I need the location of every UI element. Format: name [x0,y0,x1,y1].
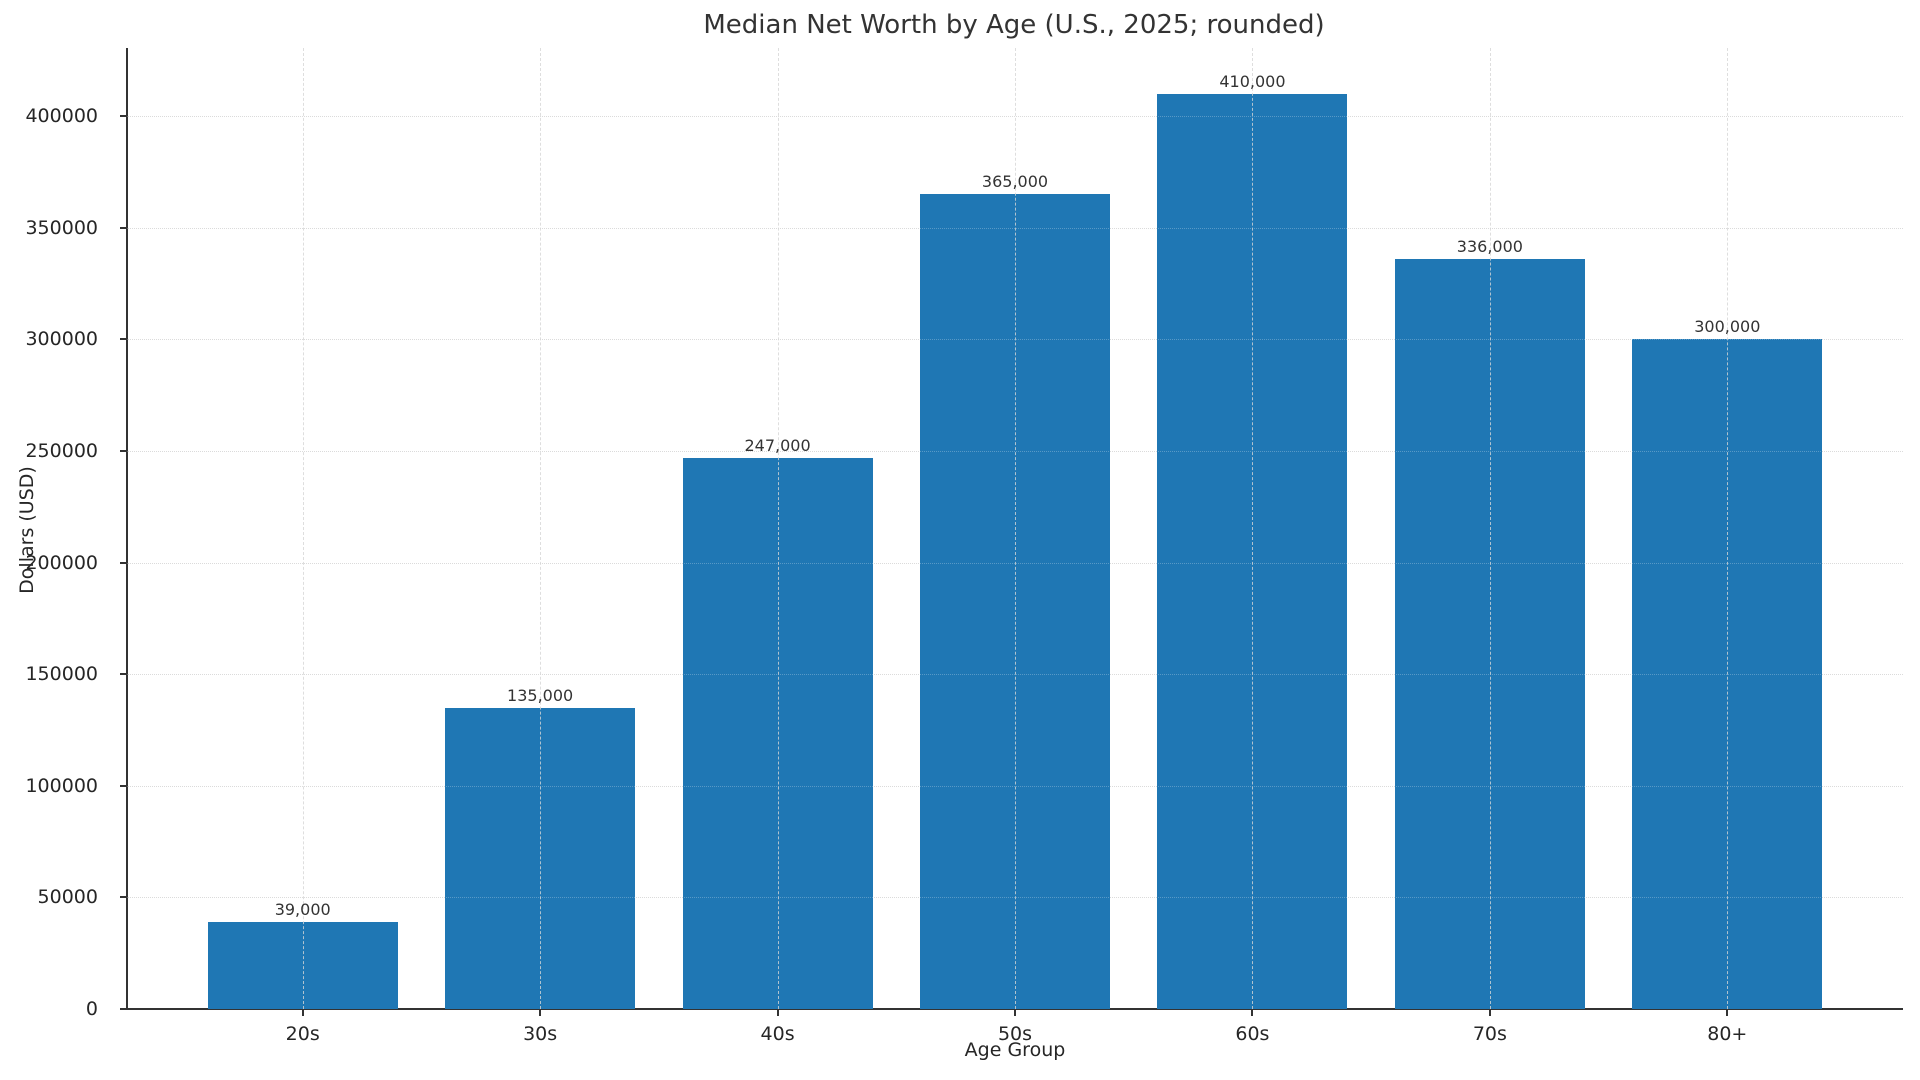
y-tick-label: 50000 [37,886,98,909]
x-tick-mark [301,1009,304,1016]
y-tick-label: 400000 [25,105,98,128]
vertical-gridline [302,48,304,1009]
y-tick-mark [120,115,127,118]
vertical-gridline [1727,48,1729,1009]
x-tick-label: 50s [997,1023,1033,1045]
x-tick-label: 20s [285,1023,320,1045]
y-tick-mark [120,1008,127,1010]
bar-value-label: 365,000 [981,172,1049,192]
y-tick-label: 250000 [25,439,98,462]
y-tick-mark [120,449,127,452]
bar-value-label: 336,000 [1456,236,1523,256]
y-tick-label: 350000 [25,216,98,239]
vertical-gridline [777,48,779,1009]
bar-value-label: 300,000 [1694,317,1761,337]
bar-40s [682,457,873,1009]
x-axis-label: Age Group [964,1039,1066,1061]
y-tick-mark [120,338,127,341]
vertical-gridline [1252,48,1254,1009]
chart-title: Median Net Worth by Age (U.S., 2025; rou… [703,10,1325,40]
bar-value-label: 39,000 [274,899,331,919]
x-tick-label: 60s [1235,1023,1270,1045]
y-tick-mark [120,226,127,229]
bar-value-label: 135,000 [507,685,574,705]
x-tick-mark [1251,1009,1254,1016]
vertical-gridline [1015,48,1016,1009]
y-tick-mark [120,561,127,564]
x-tick-label: 40s [760,1023,795,1045]
y-tick-mark [120,896,127,899]
bar-value-label: 410,000 [1219,71,1286,91]
plot-area: 39,000 135,000 247,000 365,000 410,000 336,00… [25,48,1903,1045]
x-tick-label: 70s [1472,1023,1507,1045]
y-tick-mark [120,784,127,787]
y-tick-label: 150000 [25,663,98,686]
x-tick-label: 80+ [1707,1023,1748,1045]
y-tick-label: 100000 [25,774,98,797]
y-axis-label: Dollars (USD) [16,466,38,594]
x-tick-mark [1014,1009,1016,1016]
y-axis-line [126,48,128,1010]
y-tick-label: 300000 [25,328,98,351]
vertical-gridline [1489,48,1491,1009]
x-tick-label: 30s [523,1023,558,1045]
x-tick-mark [1488,1009,1491,1016]
x-tick-mark [776,1009,779,1016]
y-tick-mark [120,673,127,676]
y-tick-label: 200000 [25,551,98,574]
x-tick-mark [1726,1009,1729,1016]
bar-50s [920,194,1110,1009]
y-tick-label: 0 [85,998,98,1020]
bar-80plus [1632,339,1823,1009]
vertical-gridline [540,48,542,1009]
x-tick-mark [539,1009,542,1016]
bar-value-label: 247,000 [744,435,811,455]
